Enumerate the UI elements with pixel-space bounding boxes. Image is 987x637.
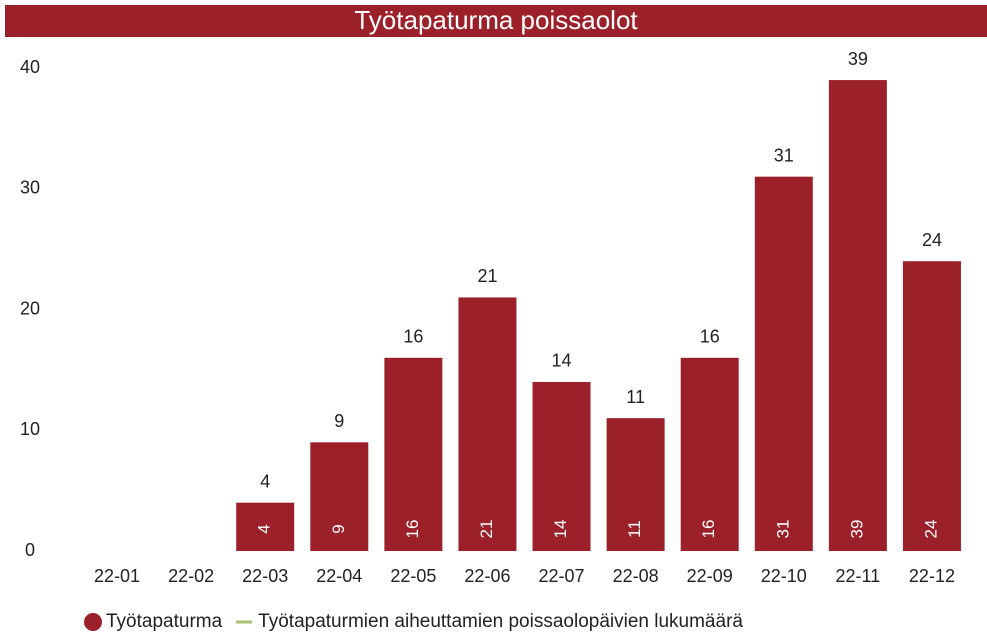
x-tick-label: 22-08 <box>613 566 659 586</box>
value-label: 14 <box>552 351 572 371</box>
inner-value-label: 16 <box>699 520 718 539</box>
x-tick-label: 22-10 <box>761 566 807 586</box>
x-tick-label: 22-05 <box>390 566 436 586</box>
inner-value-label: 11 <box>625 520 644 538</box>
x-tick-label: 22-06 <box>464 566 510 586</box>
x-tick-label: 22-07 <box>539 566 585 586</box>
value-label: 24 <box>922 230 942 250</box>
y-tick-label: 20 <box>20 298 40 318</box>
bar <box>828 80 887 551</box>
inner-value-label: 9 <box>329 524 348 533</box>
value-label: 21 <box>477 266 497 286</box>
y-tick-label: 0 <box>25 540 35 560</box>
value-label: 16 <box>403 327 423 347</box>
x-tick-label: 22-12 <box>909 566 955 586</box>
inner-value-label: 14 <box>551 520 570 539</box>
y-tick-label: 30 <box>20 178 40 198</box>
legend-label: Työtapaturmien aiheuttamien poissaolopäi… <box>258 611 743 632</box>
x-tick-label: 22-01 <box>94 566 140 586</box>
inner-value-label: 39 <box>847 520 866 539</box>
bar <box>458 297 517 551</box>
bar <box>310 442 369 551</box>
inner-value-label: 16 <box>403 520 422 539</box>
value-label: 31 <box>774 145 794 165</box>
x-tick-label: 22-03 <box>242 566 288 586</box>
bar <box>532 381 591 551</box>
x-tick-label: 22-04 <box>316 566 362 586</box>
value-label: 16 <box>700 327 720 347</box>
bar <box>680 357 739 551</box>
bar <box>606 418 665 551</box>
chart-title: Työtapaturma poissaolot <box>354 5 638 35</box>
x-tick-label: 22-02 <box>168 566 214 586</box>
legend-label: Työtapaturma <box>106 611 223 632</box>
value-label: 9 <box>334 411 344 431</box>
value-label: 11 <box>626 387 645 407</box>
y-tick-label: 10 <box>20 419 40 439</box>
bar <box>384 357 443 551</box>
inner-value-label: 31 <box>773 520 792 539</box>
inner-value-label: 21 <box>477 520 496 539</box>
y-tick-label: 40 <box>20 57 40 77</box>
value-label: 39 <box>848 49 868 69</box>
legend-swatch <box>84 613 102 631</box>
inner-value-label: 4 <box>255 524 274 533</box>
bar <box>754 176 813 552</box>
x-tick-label: 22-11 <box>836 566 881 586</box>
x-tick-label: 22-09 <box>687 566 733 586</box>
title-banner <box>5 5 987 37</box>
bar <box>236 502 295 551</box>
inner-value-label: 24 <box>921 520 940 539</box>
value-label: 4 <box>260 471 270 491</box>
bar <box>902 261 961 551</box>
